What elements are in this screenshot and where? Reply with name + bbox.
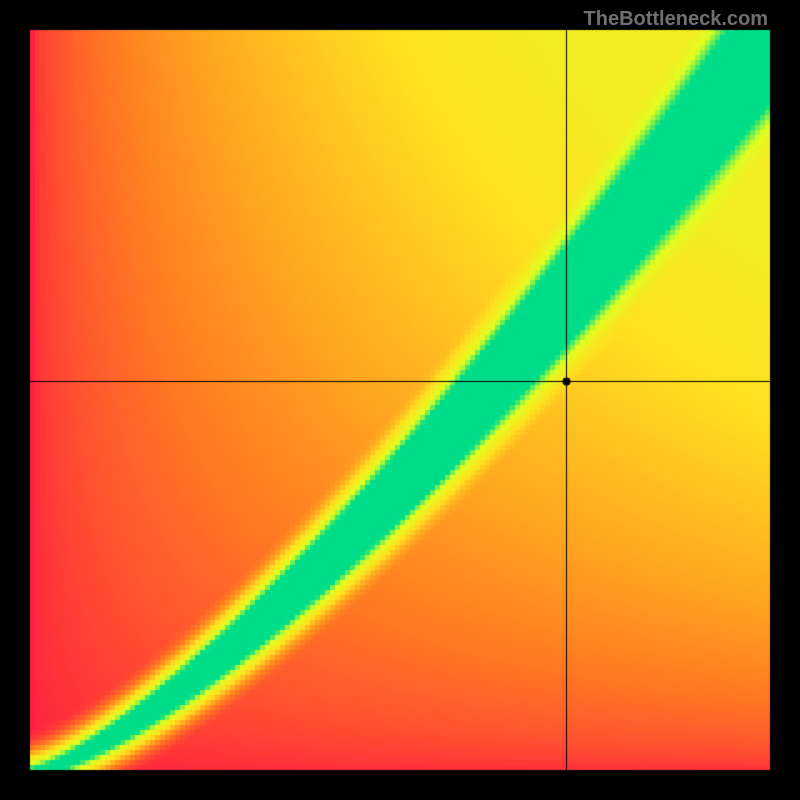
heatmap-canvas [0,0,800,800]
watermark-text: TheBottleneck.com [584,8,768,31]
chart-container: TheBottleneck.com [0,0,800,800]
